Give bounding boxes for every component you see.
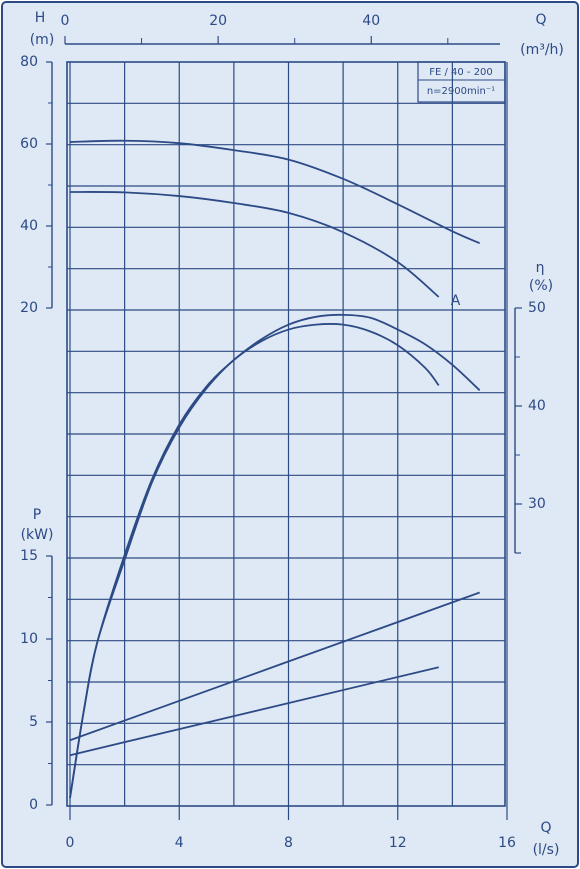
x-tick-label: 4 (175, 835, 184, 851)
eta-tick-label: 50 (528, 300, 546, 316)
eta-curve (69, 323, 440, 799)
x-axis-title: Q (540, 820, 551, 836)
p-curve (69, 666, 439, 757)
x-tick-label: 12 (389, 835, 407, 851)
h-axis-title: H (35, 10, 46, 26)
eta-tick-label: 30 (528, 496, 546, 512)
h-tick-label: 20 (20, 300, 38, 316)
x2-axis-title: Q (535, 12, 546, 28)
x2-tick-label: 0 (61, 13, 70, 29)
h-axis-unit: (m) (30, 32, 55, 48)
p-tick-label: 5 (29, 714, 38, 730)
eta-axis-unit: (%) (529, 278, 553, 294)
x2-tick-label: 20 (209, 13, 227, 29)
h-tick-label: 80 (20, 54, 38, 70)
x-tick-label: 8 (284, 835, 293, 851)
p-curve (69, 591, 480, 742)
x2-tick-label: 40 (362, 13, 380, 29)
eta-axis-title: η (536, 260, 545, 276)
p-tick-label: 0 (29, 797, 38, 813)
curve-label: A (451, 293, 461, 309)
h-tick-label: 40 (20, 218, 38, 234)
p-tick-label: 15 (20, 548, 38, 564)
p-axis-title: P (33, 507, 41, 523)
h-tick-label: 60 (20, 136, 38, 152)
eta-tick-label: 40 (528, 398, 546, 414)
x2-axis-unit: (m³/h) (520, 42, 564, 58)
x-tick-label: 16 (498, 835, 516, 851)
x-tick-label: 0 (66, 835, 75, 851)
p-axis-unit: (kW) (21, 527, 54, 543)
p-tick-label: 10 (20, 631, 38, 647)
model-label: FE / 40 - 200 (429, 67, 493, 78)
h-curve (69, 191, 440, 298)
x-axis-unit: (l/s) (533, 842, 560, 858)
h-curve (69, 139, 481, 245)
speed-label: n=2900min⁻¹ (427, 86, 495, 97)
